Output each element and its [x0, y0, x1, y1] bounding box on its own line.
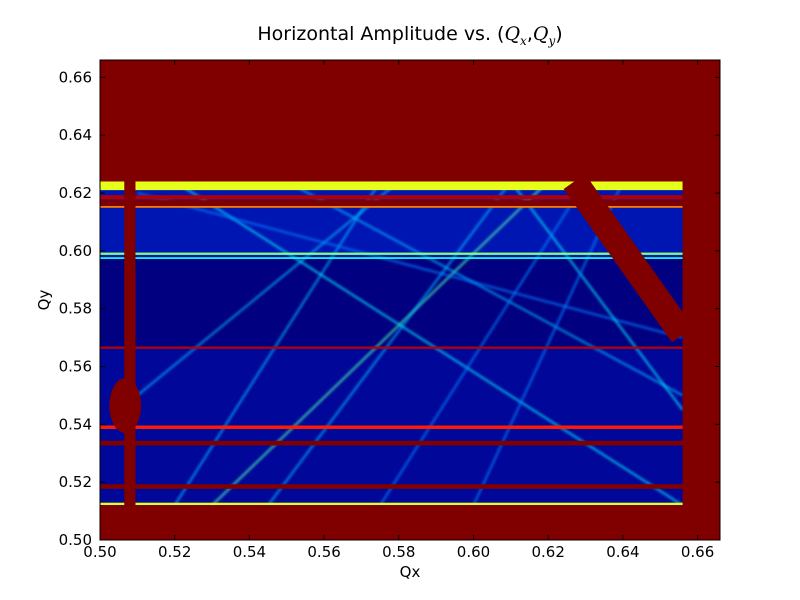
x-tick-label: 0.56 — [307, 543, 340, 561]
title-qy-subscript: y — [547, 34, 555, 48]
title-qx-symbol: Q — [504, 23, 520, 45]
diagonal-resonance-4 — [174, 181, 683, 506]
y-tick-label: 0.50 — [59, 531, 92, 549]
y-tick-label: 0.60 — [59, 242, 92, 260]
x-tick-label: 0.58 — [382, 543, 415, 561]
x-tick-label: 0.64 — [606, 543, 639, 561]
saturated-blob-1 — [109, 378, 142, 434]
x-tick-label: 0.62 — [531, 543, 564, 561]
axis-ticks: 0.50 0.52 0.54 0.56 0.58 0.60 0.62 0.64 0.66 0.50… — [59, 60, 720, 561]
horizontal-resonance-3 — [100, 252, 683, 255]
saturated-band-0 — [124, 181, 136, 506]
x-axis-label: Qx — [400, 563, 421, 581]
heatmap-plot-area — [99, 59, 721, 541]
title-comma: , — [527, 23, 533, 45]
x-tick-label: 0.66 — [681, 543, 714, 561]
diagonal-resonance-5 — [286, 181, 683, 397]
x-tick-label: 0.52 — [158, 543, 191, 561]
diagonal-resonance-0 — [211, 181, 549, 506]
scan-region — [100, 181, 683, 506]
diagonal-resonance-1 — [173, 181, 381, 506]
horizontal-resonance-5 — [100, 346, 683, 349]
x-tick-label: 0.50 — [83, 543, 116, 561]
horizontal-resonance-1 — [100, 195, 683, 200]
horizontal-resonance-7 — [100, 440, 683, 446]
saturated-band-3 — [100, 200, 683, 207]
y-tick-label: 0.54 — [59, 415, 92, 433]
y-axis-label: Qy — [35, 290, 53, 311]
x-tick-label: 0.54 — [233, 543, 266, 561]
diagonal-resonance-2 — [267, 181, 512, 506]
y-tick-label: 0.66 — [59, 68, 92, 86]
horizontal-resonance-8 — [100, 484, 683, 489]
y-tick-label: 0.58 — [59, 300, 92, 318]
title-qy-symbol: Q — [533, 23, 549, 45]
diagonal-resonance-7 — [510, 181, 683, 411]
horizontal-resonance-0 — [100, 181, 683, 191]
diagonal-resonance-9 — [379, 181, 587, 506]
horizontal-resonance-6 — [100, 425, 683, 429]
title-qx-subscript: x — [520, 34, 527, 48]
y-tick-label: 0.52 — [59, 473, 92, 491]
diagonal-resonance-3 — [136, 181, 400, 397]
x-tick-label: 0.60 — [457, 543, 490, 561]
y-tick-label: 0.62 — [59, 184, 92, 202]
saturated-bands — [100, 173, 694, 506]
chart-title: Horizontal Amplitude vs. (Qx,Qy) — [257, 23, 562, 48]
title-prefix: Horizontal Amplitude vs. ( — [257, 23, 504, 45]
saturated-diagonal-2 — [563, 173, 694, 343]
y-tick-label: 0.56 — [59, 358, 92, 376]
horizontal-resonance-4 — [100, 257, 683, 259]
y-tick-label: 0.64 — [59, 126, 92, 144]
plot-frame — [99, 59, 721, 541]
diagonal-resonance-6 — [137, 192, 683, 339]
title-suffix: ) — [555, 23, 562, 45]
horizontal-resonance-9 — [100, 502, 683, 506]
